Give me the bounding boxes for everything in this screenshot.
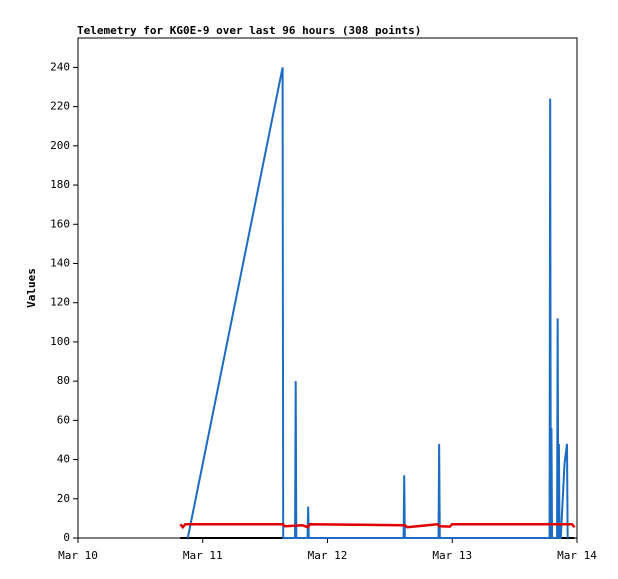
x-tick-label: Mar 12 [308, 549, 348, 562]
y-tick-label: 100 [50, 335, 70, 348]
plot-frame [77, 37, 578, 539]
x-tick-label: Mar 10 [58, 549, 98, 562]
y-tick-label: 180 [50, 178, 70, 191]
chart-title: Telemetry for KG0E-9 over last 96 hours … [77, 24, 421, 37]
series-line [186, 67, 569, 539]
y-tick-label: 0 [63, 531, 70, 544]
x-tick-label: Mar 11 [183, 549, 223, 562]
y-tick-label: 60 [57, 413, 70, 426]
x-tick-label: Mar 13 [432, 549, 472, 562]
y-tick-label: 240 [50, 60, 70, 73]
y-tick-label: 160 [50, 217, 70, 230]
x-tick-label: Mar 14 [557, 549, 597, 562]
y-tick-label: 40 [57, 453, 70, 466]
y-tick-label: 200 [50, 139, 70, 152]
y-axis-label: Values [25, 268, 38, 308]
series-line [179, 522, 576, 530]
y-tick-label: 220 [50, 100, 70, 113]
y-tick-label: 140 [50, 256, 70, 269]
y-tick-label: 20 [57, 492, 70, 505]
y-tick-label: 80 [57, 374, 70, 387]
y-tick-label: 120 [50, 296, 70, 309]
